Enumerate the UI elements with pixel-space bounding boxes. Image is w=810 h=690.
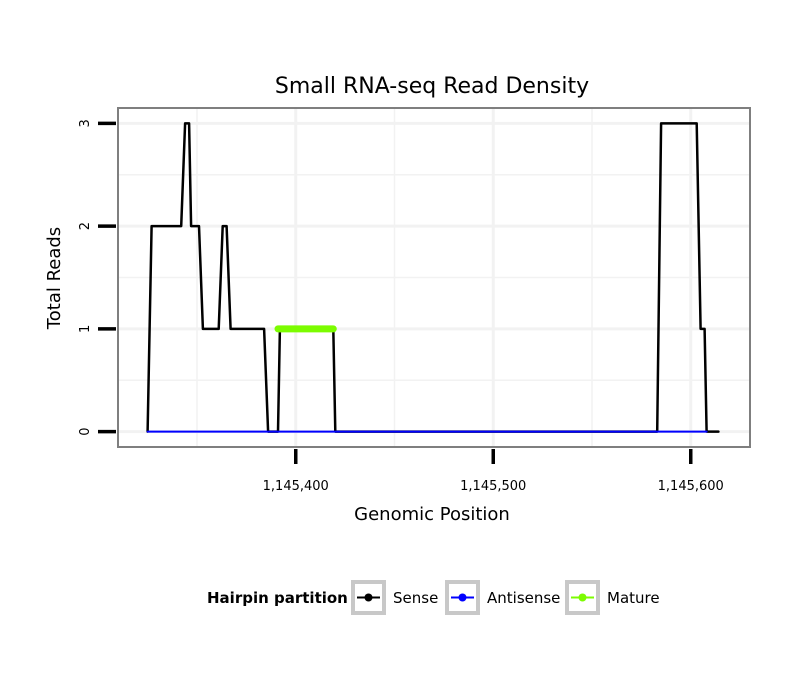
chart-title: Small RNA-seq Read Density (275, 74, 589, 99)
legend-key-dot (458, 593, 467, 602)
axes: 0 1 2 3 1,145,400 1,145,500 1,145,600 (78, 119, 724, 494)
y-axis-label: Total Reads (44, 227, 65, 330)
legend-key-dot (364, 593, 373, 602)
y-tick-label: 3 (78, 119, 93, 127)
legend-label-mature: Mature (607, 589, 660, 607)
legend-key-box (351, 580, 386, 615)
series-line-sense (146, 122, 720, 433)
legend: Hairpin partition Sense Antisense Mature (207, 580, 660, 615)
x-axis-label: Genomic Position (354, 504, 510, 525)
legend-label-antisense: Antisense (487, 589, 560, 607)
series-layer (146, 122, 720, 433)
y-tick-label: 2 (78, 222, 93, 230)
legend-title: Hairpin partition (207, 589, 348, 607)
x-tick-label: 1,145,400 (263, 479, 329, 494)
y-tick-label: 1 (78, 325, 93, 333)
legend-key-dot (578, 593, 587, 602)
x-tick-label: 1,145,500 (460, 479, 526, 494)
legend-label-sense: Sense (393, 589, 438, 607)
x-tick-label: 1,145,600 (658, 479, 724, 494)
y-tick-label: 0 (78, 427, 93, 435)
